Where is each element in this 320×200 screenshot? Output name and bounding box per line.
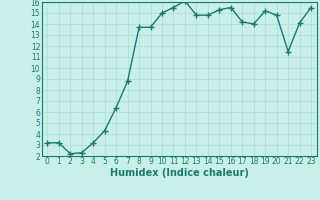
X-axis label: Humidex (Indice chaleur): Humidex (Indice chaleur) <box>110 168 249 178</box>
